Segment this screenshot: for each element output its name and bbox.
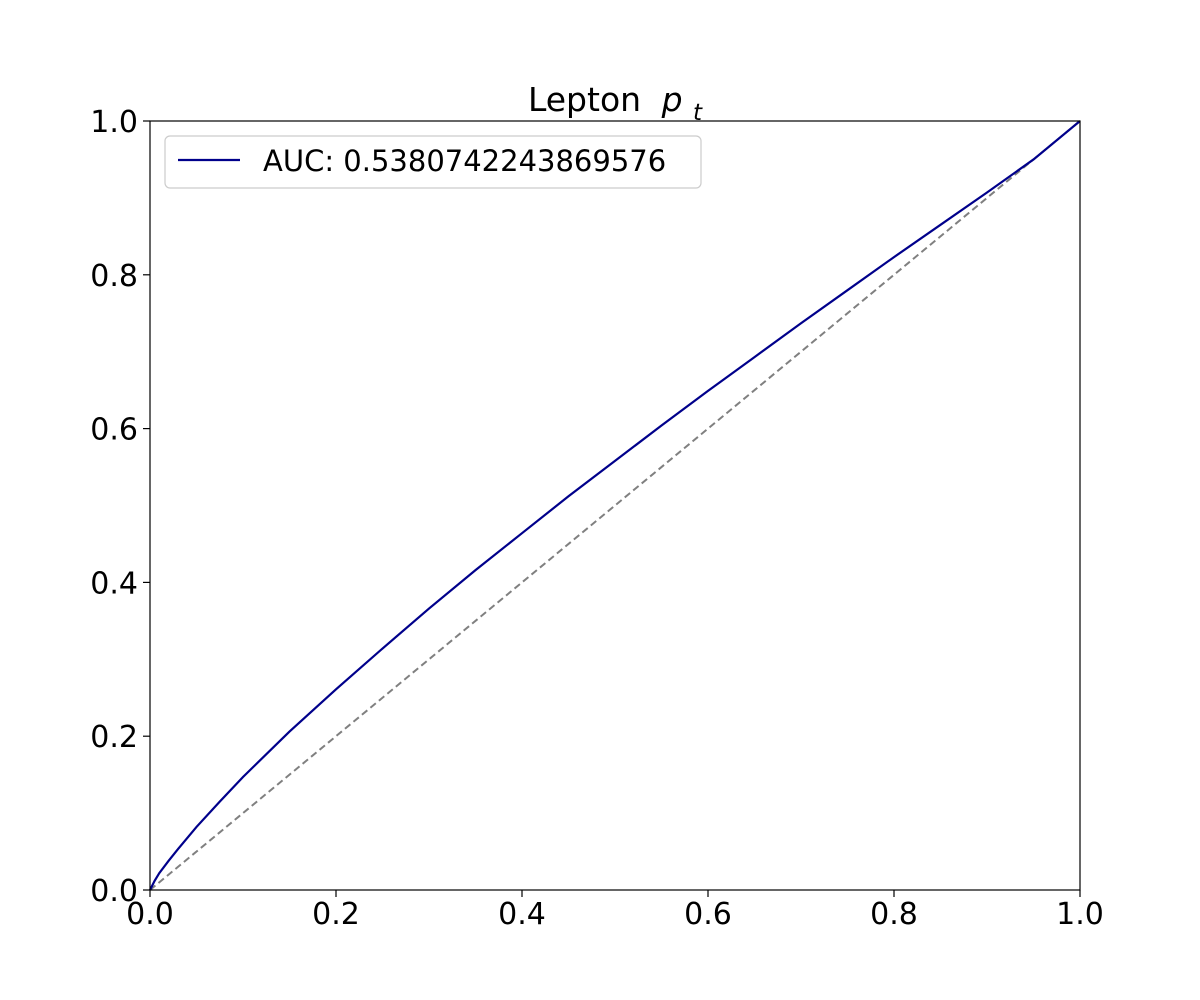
y-tick-label: 0.0 xyxy=(90,874,138,909)
chart-title: Lepton p t xyxy=(528,80,703,126)
legend-label: AUC: 0.5380742243869576 xyxy=(263,144,666,178)
title-math: p xyxy=(661,80,683,119)
x-tick-label: 0.0 xyxy=(126,897,174,932)
roc-curve-line xyxy=(149,120,1081,891)
x-tick-label: 0.8 xyxy=(870,897,918,932)
title-math-subscript: t xyxy=(693,100,703,126)
x-tick-label: 0.6 xyxy=(684,897,732,932)
title-word: Lepton xyxy=(528,80,641,119)
y-tick-label: 0.2 xyxy=(90,720,138,755)
diagonal-reference-line xyxy=(149,120,1081,891)
plot-area xyxy=(149,120,1081,891)
y-tick-label: 1.0 xyxy=(90,105,138,140)
y-tick-label: 0.4 xyxy=(90,566,138,601)
x-tick-label: 0.2 xyxy=(312,897,360,932)
x-tick-label: 1.0 xyxy=(1056,897,1104,932)
legend: AUC: 0.5380742243869576 xyxy=(164,135,702,189)
y-tick-label: 0.6 xyxy=(90,413,138,448)
y-tick-label: 0.8 xyxy=(90,259,138,294)
legend-frame xyxy=(164,135,702,189)
axes: 0.0 0.2 0.4 0.6 0.8 1.0 0.0 0.2 0.4 0.6 0.8 1.0 xyxy=(90,105,1104,932)
plot-frame xyxy=(149,120,1081,891)
x-tick-label: 0.4 xyxy=(498,897,546,932)
